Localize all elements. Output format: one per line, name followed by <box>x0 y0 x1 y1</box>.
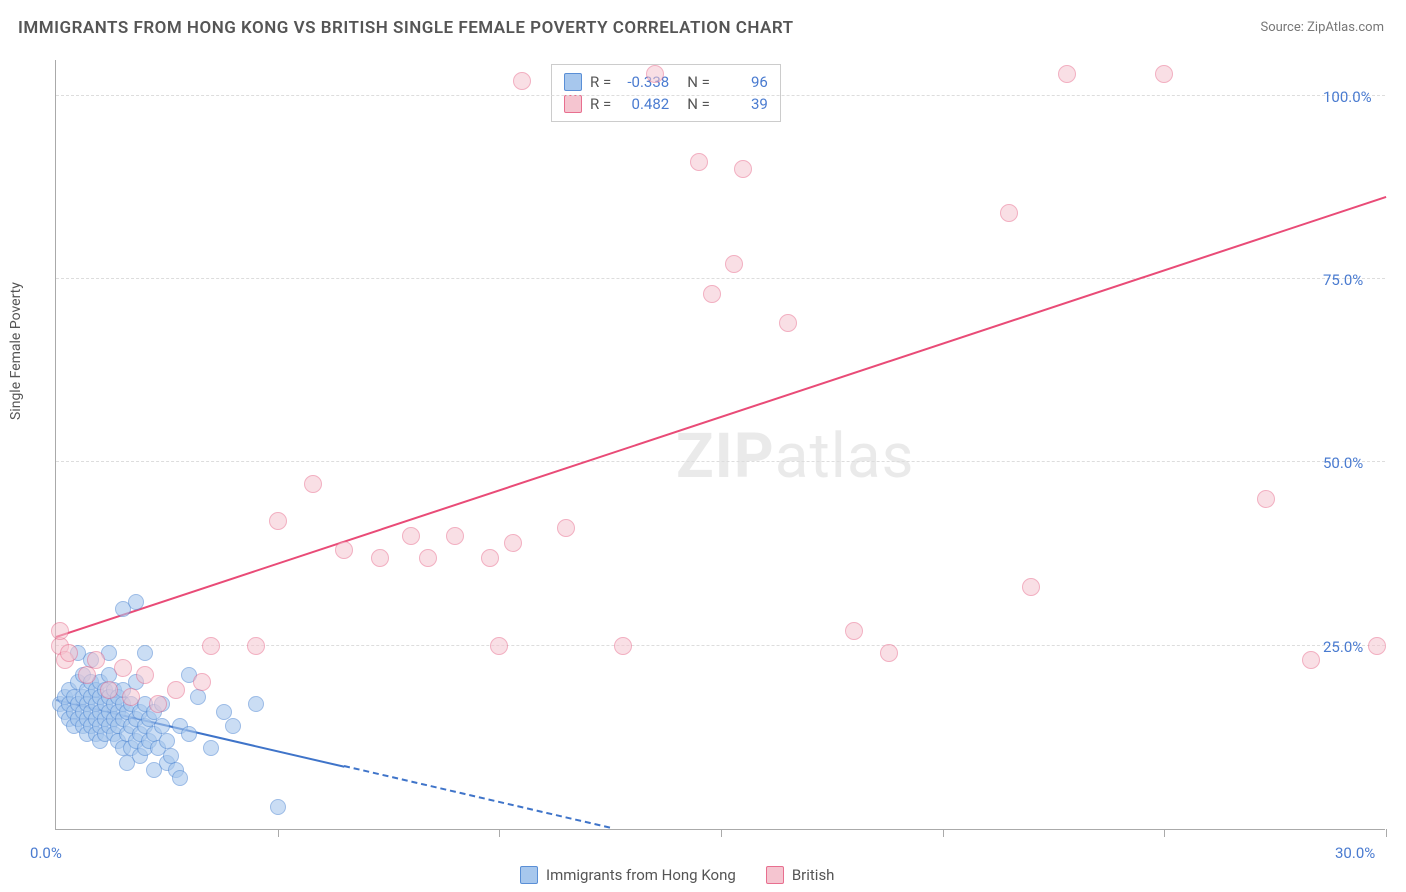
scatter-marker <box>1000 204 1018 222</box>
scatter-marker <box>446 527 464 545</box>
x-tick-label-min: 0.0% <box>30 844 62 862</box>
legend-swatch-0 <box>564 73 582 91</box>
stat-r-label: R = <box>590 93 611 115</box>
stats-row-series-1: R = 0.482 N = 39 <box>564 93 768 115</box>
x-tick <box>278 829 279 837</box>
scatter-marker <box>225 718 241 734</box>
scatter-marker <box>60 644 78 662</box>
scatter-marker <box>269 512 287 530</box>
scatter-marker <box>402 527 420 545</box>
scatter-marker <box>1302 651 1320 669</box>
trend-line <box>344 765 610 829</box>
scatter-marker <box>481 549 499 567</box>
scatter-marker <box>646 65 664 83</box>
scatter-marker <box>114 659 132 677</box>
stat-n-label: N = <box>687 93 710 115</box>
scatter-marker <box>335 541 353 559</box>
scatter-marker <box>1257 490 1275 508</box>
x-tick <box>1164 829 1165 837</box>
stat-n-value-1: 39 <box>718 93 768 115</box>
scatter-marker <box>270 799 286 815</box>
y-axis-title: Single Female Poverty <box>8 282 24 420</box>
scatter-marker <box>100 681 118 699</box>
legend-swatch-0 <box>520 866 538 884</box>
scatter-marker <box>304 475 322 493</box>
scatter-marker <box>51 622 69 640</box>
plot-area: ZIPatlas R = -0.338 N = 96 R = 0.482 N =… <box>55 60 1385 830</box>
stats-row-series-0: R = -0.338 N = 96 <box>564 71 768 93</box>
scatter-marker <box>734 160 752 178</box>
scatter-marker <box>128 594 144 610</box>
scatter-marker <box>614 637 632 655</box>
gridline-h <box>56 278 1385 279</box>
chart-title: IMMIGRANTS FROM HONG KONG VS BRITISH SIN… <box>18 18 794 38</box>
watermark: ZIPatlas <box>676 420 915 493</box>
y-tick-label: 75.0% <box>1323 271 1396 289</box>
y-tick-label: 25.0% <box>1323 638 1396 656</box>
bottom-legend: Immigrants from Hong Kong British <box>520 866 834 884</box>
x-tick <box>1386 829 1387 837</box>
scatter-marker <box>513 72 531 90</box>
scatter-marker <box>880 644 898 662</box>
legend-label-1: British <box>792 866 835 884</box>
scatter-marker <box>703 285 721 303</box>
x-tick-label-max: 30.0% <box>1335 844 1375 862</box>
stat-r-value-1: 0.482 <box>619 93 669 115</box>
scatter-marker <box>557 519 575 537</box>
scatter-marker <box>419 549 437 567</box>
source-attribution: Source: ZipAtlas.com <box>1260 20 1384 35</box>
scatter-marker <box>202 637 220 655</box>
scatter-marker <box>1155 65 1173 83</box>
stat-n-label: N = <box>687 71 710 93</box>
scatter-marker <box>779 314 797 332</box>
x-tick <box>943 829 944 837</box>
scatter-marker <box>371 549 389 567</box>
scatter-marker <box>159 733 175 749</box>
scatter-marker <box>203 740 219 756</box>
scatter-marker <box>87 651 105 669</box>
scatter-marker <box>247 637 265 655</box>
stats-legend: R = -0.338 N = 96 R = 0.482 N = 39 <box>551 64 781 122</box>
scatter-marker <box>490 637 508 655</box>
scatter-marker <box>181 726 197 742</box>
scatter-marker <box>216 704 232 720</box>
gridline-h <box>56 95 1385 96</box>
scatter-marker <box>248 696 264 712</box>
scatter-marker <box>122 688 140 706</box>
scatter-marker <box>136 666 154 684</box>
scatter-marker <box>1022 578 1040 596</box>
legend-swatch-1 <box>564 95 582 113</box>
scatter-marker <box>1058 65 1076 83</box>
stat-n-value-0: 96 <box>718 71 768 93</box>
scatter-marker <box>690 153 708 171</box>
y-tick-label: 50.0% <box>1323 454 1396 472</box>
legend-item-0: Immigrants from Hong Kong <box>520 866 736 884</box>
x-tick <box>721 829 722 837</box>
legend-item-1: British <box>766 866 835 884</box>
scatter-marker <box>167 681 185 699</box>
gridline-h <box>56 461 1385 462</box>
scatter-marker <box>163 748 179 764</box>
x-tick <box>499 829 500 837</box>
scatter-marker <box>154 718 170 734</box>
legend-swatch-1 <box>766 866 784 884</box>
scatter-marker <box>172 770 188 786</box>
y-tick-label: 100.0% <box>1323 88 1396 106</box>
scatter-marker <box>504 534 522 552</box>
scatter-marker <box>149 695 167 713</box>
legend-label-0: Immigrants from Hong Kong <box>546 866 736 884</box>
trend-line <box>56 196 1387 638</box>
stat-r-label: R = <box>590 71 611 93</box>
scatter-marker <box>190 689 206 705</box>
scatter-marker <box>193 673 211 691</box>
scatter-marker <box>725 255 743 273</box>
scatter-marker <box>137 645 153 661</box>
scatter-marker <box>845 622 863 640</box>
